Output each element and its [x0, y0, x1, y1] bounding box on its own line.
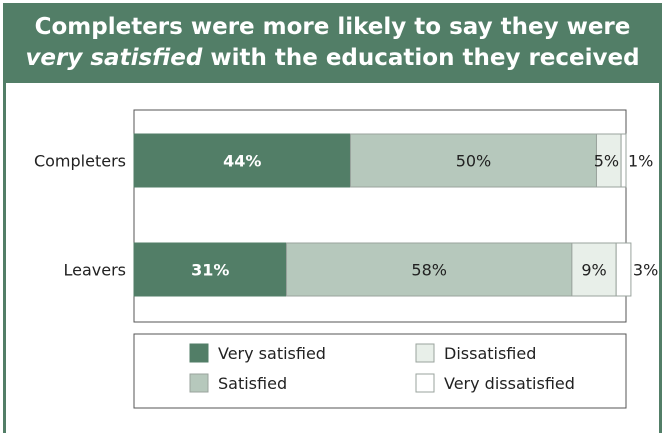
legend-group: Very satisfied Satisfied Dissatisfied Very … — [189, 343, 575, 393]
bar-leavers-satisfied — [286, 242, 573, 297]
legend-box — [133, 333, 627, 409]
chart-title-line-2: very satisfied with the education they r… — [3, 43, 662, 73]
chart-title-rest: with the education they received — [202, 45, 640, 71]
data-label-completers-satisfied: 50% — [456, 152, 492, 171]
bar-leavers-dissatisfied — [571, 242, 617, 297]
category-label-completers: Completers — [34, 152, 126, 171]
legend-swatch-dissatisfied — [415, 343, 435, 363]
bar-completers-satisfied — [349, 133, 597, 188]
bar-leavers-very-dissatisfied — [615, 242, 632, 297]
data-label-leavers-satisfied: 58% — [411, 261, 447, 280]
bar-completers-very-dissatisfied — [620, 133, 627, 188]
data-label-leavers-very-satisfied: 31% — [191, 261, 229, 280]
legend-swatch-very-dissatisfied — [415, 373, 435, 393]
category-labels-group: Completers Leavers — [34, 152, 126, 280]
plot-area-border — [133, 109, 627, 323]
legend-label-very-dissatisfied: Very dissatisfied — [444, 374, 575, 393]
right-border — [659, 83, 662, 433]
legend-label-very-satisfied: Very satisfied — [218, 344, 326, 363]
bar-completers-dissatisfied — [595, 133, 622, 188]
data-label-completers-dissatisfied: 5% — [594, 152, 619, 171]
legend-swatch-very-satisfied — [189, 343, 209, 363]
data-label-completers-very-dissatisfied: 1% — [628, 152, 653, 171]
data-label-leavers-dissatisfied: 9% — [581, 261, 606, 280]
chart-title-line-1: Completers were more likely to say they … — [34, 14, 631, 40]
chart-title-emphasis: very satisfied — [25, 45, 203, 71]
bar-leavers-very-satisfied — [133, 242, 288, 297]
chart-header: Completers were more likely to say they … — [3, 3, 662, 83]
legend-label-satisfied: Satisfied — [218, 374, 287, 393]
legend-label-dissatisfied: Dissatisfied — [444, 344, 536, 363]
bar-completers-very-satisfied — [133, 133, 351, 188]
left-border — [3, 83, 6, 433]
category-label-leavers: Leavers — [63, 261, 126, 280]
bars-group: 44% 50% 5% 1% 31% 58% 9% 3% — [133, 133, 658, 297]
data-label-leavers-very-dissatisfied: 3% — [633, 261, 658, 280]
data-label-completers-very-satisfied: 44% — [223, 152, 261, 171]
legend-swatch-satisfied — [189, 373, 209, 393]
